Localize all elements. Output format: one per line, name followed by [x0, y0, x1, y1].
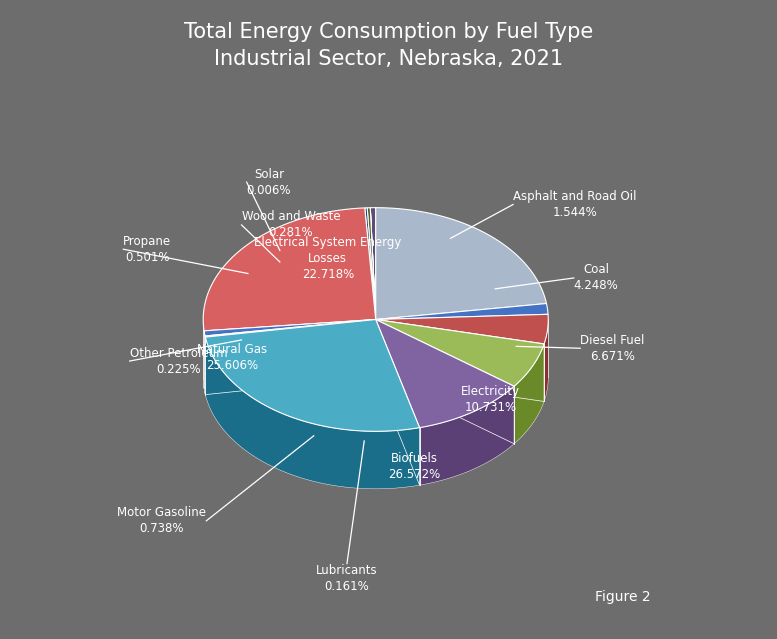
- Text: Lubricants
0.161%: Lubricants 0.161%: [316, 564, 378, 592]
- Polygon shape: [514, 344, 544, 443]
- Polygon shape: [204, 208, 376, 331]
- Text: Biofuels
26.572%: Biofuels 26.572%: [388, 452, 441, 481]
- Text: Motor Gasoline
0.738%: Motor Gasoline 0.738%: [117, 506, 207, 535]
- Text: Total Energy Consumption by Fuel Type
Industrial Sector, Nebraska, 2021: Total Energy Consumption by Fuel Type In…: [184, 22, 593, 69]
- Polygon shape: [205, 320, 376, 395]
- Polygon shape: [376, 320, 544, 401]
- Polygon shape: [205, 320, 376, 395]
- Polygon shape: [376, 320, 544, 401]
- Polygon shape: [544, 320, 549, 401]
- Polygon shape: [376, 320, 544, 386]
- Polygon shape: [205, 320, 376, 337]
- Polygon shape: [376, 320, 420, 485]
- Polygon shape: [370, 208, 376, 320]
- Text: Asphalt and Road Oil
1.544%: Asphalt and Road Oil 1.544%: [513, 190, 636, 219]
- Polygon shape: [376, 320, 420, 485]
- Text: Natural Gas
25.606%: Natural Gas 25.606%: [197, 343, 267, 373]
- Text: Electrical System Energy
Losses
22.718%: Electrical System Energy Losses 22.718%: [254, 236, 402, 281]
- Polygon shape: [376, 320, 514, 443]
- Polygon shape: [205, 337, 420, 489]
- Text: Figure 2: Figure 2: [595, 590, 650, 604]
- Text: Wood and Waste
0.281%: Wood and Waste 0.281%: [242, 210, 340, 240]
- Polygon shape: [371, 208, 376, 320]
- Polygon shape: [204, 320, 376, 389]
- Polygon shape: [376, 320, 514, 443]
- Polygon shape: [204, 320, 376, 389]
- Polygon shape: [205, 320, 420, 431]
- Polygon shape: [205, 320, 376, 394]
- Polygon shape: [364, 208, 376, 320]
- Polygon shape: [376, 320, 514, 427]
- Polygon shape: [205, 320, 376, 394]
- Text: Coal
4.248%: Coal 4.248%: [573, 263, 618, 293]
- Text: Diesel Fuel
6.671%: Diesel Fuel 6.671%: [580, 334, 645, 363]
- Polygon shape: [420, 386, 514, 485]
- Polygon shape: [376, 314, 549, 344]
- Polygon shape: [204, 331, 205, 394]
- Text: Other Petroleum
0.225%: Other Petroleum 0.225%: [130, 346, 228, 376]
- Polygon shape: [376, 304, 548, 320]
- Polygon shape: [376, 208, 546, 320]
- Text: Propane
0.501%: Propane 0.501%: [124, 235, 172, 264]
- Text: Electricity
10.731%: Electricity 10.731%: [462, 385, 521, 414]
- Polygon shape: [368, 208, 376, 320]
- Text: Solar
0.006%: Solar 0.006%: [246, 167, 291, 197]
- Polygon shape: [204, 320, 376, 336]
